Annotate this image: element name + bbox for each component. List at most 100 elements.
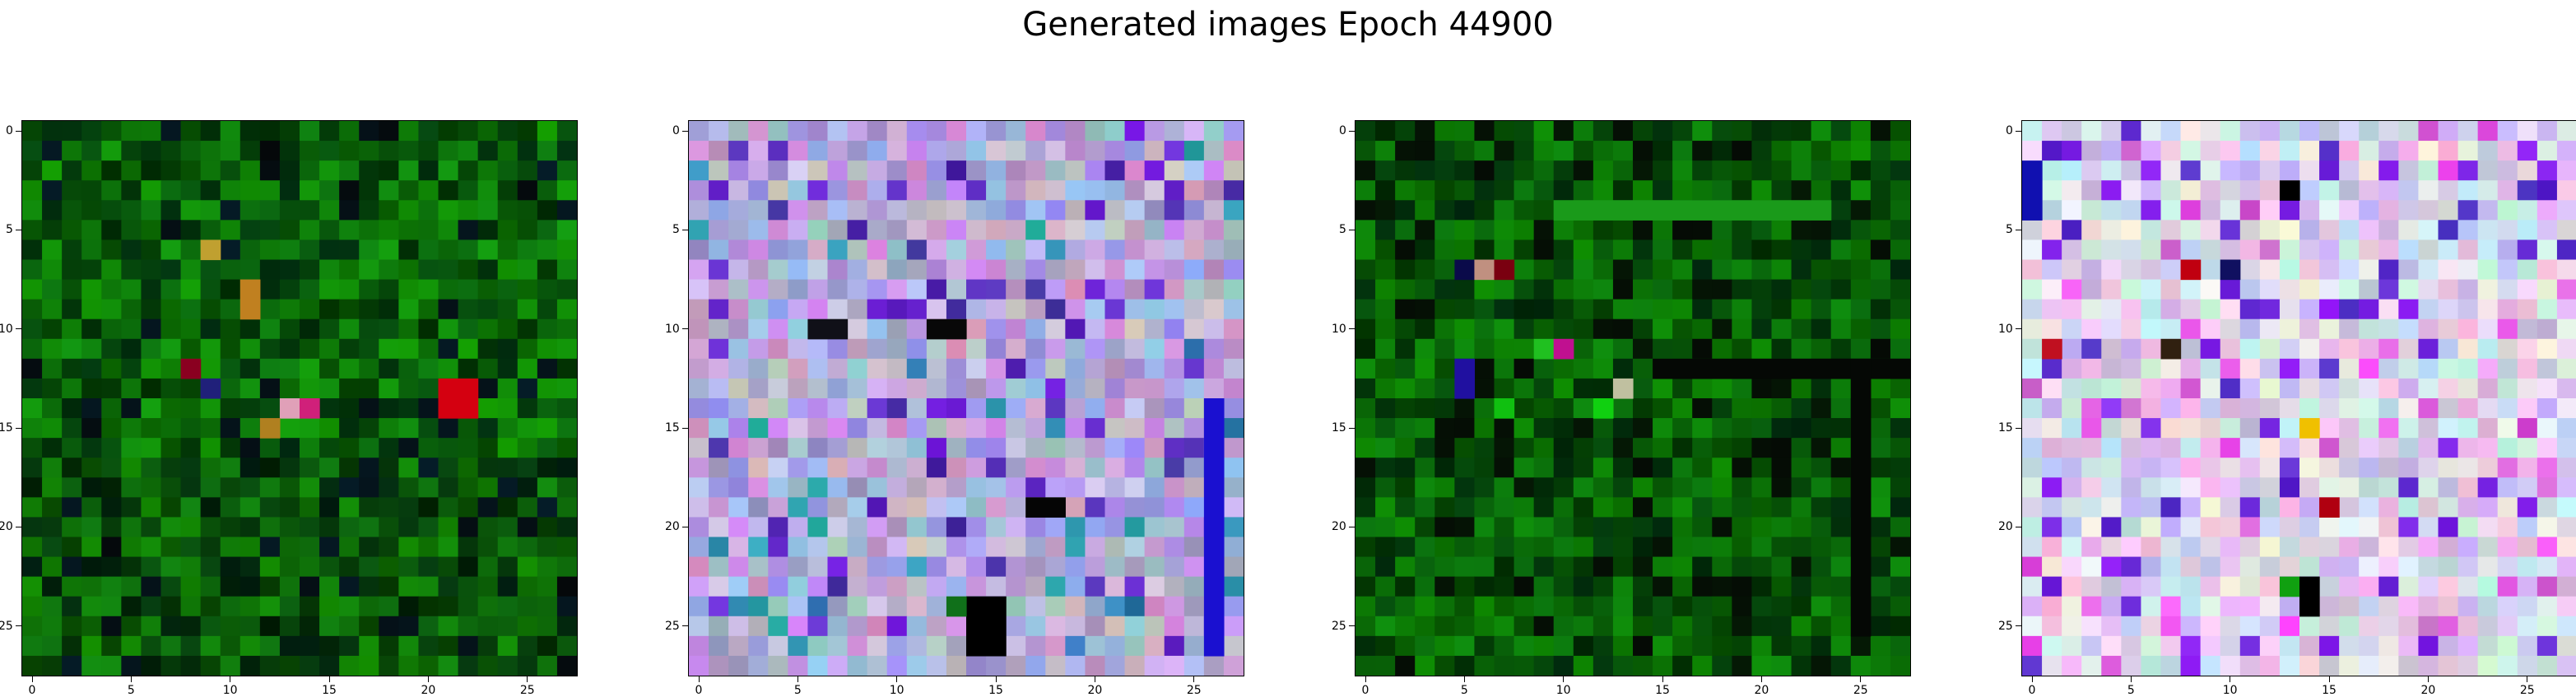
pixel-cell [2042,655,2062,676]
pixel-cell [827,438,849,458]
pixel-cell [1025,141,1046,161]
pixel-cell [2497,616,2518,637]
pixel-cell [2556,616,2576,637]
pixel-cell [1124,121,1146,142]
pixel-cell [1712,655,1732,676]
pixel-cell [2239,576,2261,597]
pixel-cell [379,576,399,597]
pixel-cell [1612,279,1634,300]
pixel-feature [1454,259,1476,281]
pixel-cell [768,141,788,161]
pixel-cell [537,200,558,221]
pixel-cell [1771,458,1793,478]
pixel-cell [946,458,967,478]
pixel-cell [2121,378,2142,399]
pixel-cell [2259,180,2281,201]
pixel-cell [1791,576,1812,597]
pixel-cell [398,279,420,300]
pixel-cell [1653,338,1673,360]
pixel-cell [458,180,479,201]
pixel-cell [2101,556,2122,578]
pixel-cell [1633,378,1653,399]
pixel-cell [62,239,82,261]
pixel-cell [1183,556,1205,578]
pixel-cell [1553,398,1574,419]
pixel-cell [517,239,538,261]
y-tick-mark [2016,328,2021,330]
pixel-cell [1355,279,1376,300]
pixel-cell [200,616,221,637]
pixel-cell [101,576,122,597]
pixel-cell [517,358,538,379]
pixel-cell [1533,576,1555,597]
pixel-cell [2081,635,2102,657]
pixel-cell [379,200,399,221]
pixel-cell [2042,259,2062,281]
pixel-cell [2517,318,2538,340]
pixel-cell [2536,497,2558,518]
pixel-cell [1751,180,1773,201]
pixel-cell [926,497,947,518]
pixel-cell [279,239,300,261]
pixel-cell [2022,655,2043,676]
pixel-cell [239,596,261,617]
pixel-cell [300,220,320,241]
pixel-cell [477,279,499,300]
pixel-cell [1164,141,1185,161]
pixel-cell [2359,378,2379,399]
pixel-cell [1850,220,1872,241]
pixel-cell [1573,517,1594,538]
pixel-cell [788,358,809,379]
pixel-cell [2259,259,2281,281]
pixel-cell [2477,160,2499,181]
y-tick-label: 5 [672,223,680,237]
pixel-cell [22,438,43,458]
pixel-cell [946,477,967,498]
pixel-cell [319,318,340,340]
pixel-cell [906,318,928,340]
pixel-cell [1144,556,1165,578]
pixel-cell [160,497,182,518]
pixel-cell [1672,596,1693,617]
pixel-cell [1811,655,1832,676]
pixel-cell [62,458,82,478]
pixel-cell [180,635,202,657]
pixel-cell [1124,616,1146,637]
pixel-cell [807,279,829,300]
pixel-cell [906,596,928,617]
pixel-cell [709,616,729,637]
pixel-cell [1474,180,1495,201]
pixel-cell [2299,259,2320,281]
pixel-cell [2339,616,2360,637]
pixel-cell [2398,358,2420,379]
pixel-cell [1653,318,1673,340]
pixel-cell [22,398,43,419]
pixel-cell [1124,200,1146,221]
pixel-cell [2062,259,2082,281]
pixel-cell [886,299,908,320]
pixel-cell [1104,279,1126,300]
pixel-cell [2081,338,2102,360]
pixel-cell [2517,180,2538,201]
pixel-cell [2081,596,2102,617]
pixel-cell [2101,655,2122,676]
pixel-cell [728,239,749,261]
pixel-cell [556,616,577,637]
pixel-cell [497,200,518,221]
pixel-cell [1104,338,1126,360]
pixel-cell [1653,378,1673,399]
pixel-cell [2121,655,2142,676]
pixel-cell [300,517,320,538]
pixel-cell [748,616,769,637]
pixel-cell [160,200,182,221]
x-tick-mark [2328,676,2330,682]
pixel-cell [121,398,142,419]
pixel-cell [1712,517,1732,538]
pixel-cell [1811,121,1832,142]
pixel-cell [1692,398,1713,419]
pixel-cell [2259,279,2281,300]
pixel-cell [867,477,888,498]
pixel-cell [160,180,182,201]
pixel-cell [81,180,102,201]
pixel-cell [1573,596,1594,617]
